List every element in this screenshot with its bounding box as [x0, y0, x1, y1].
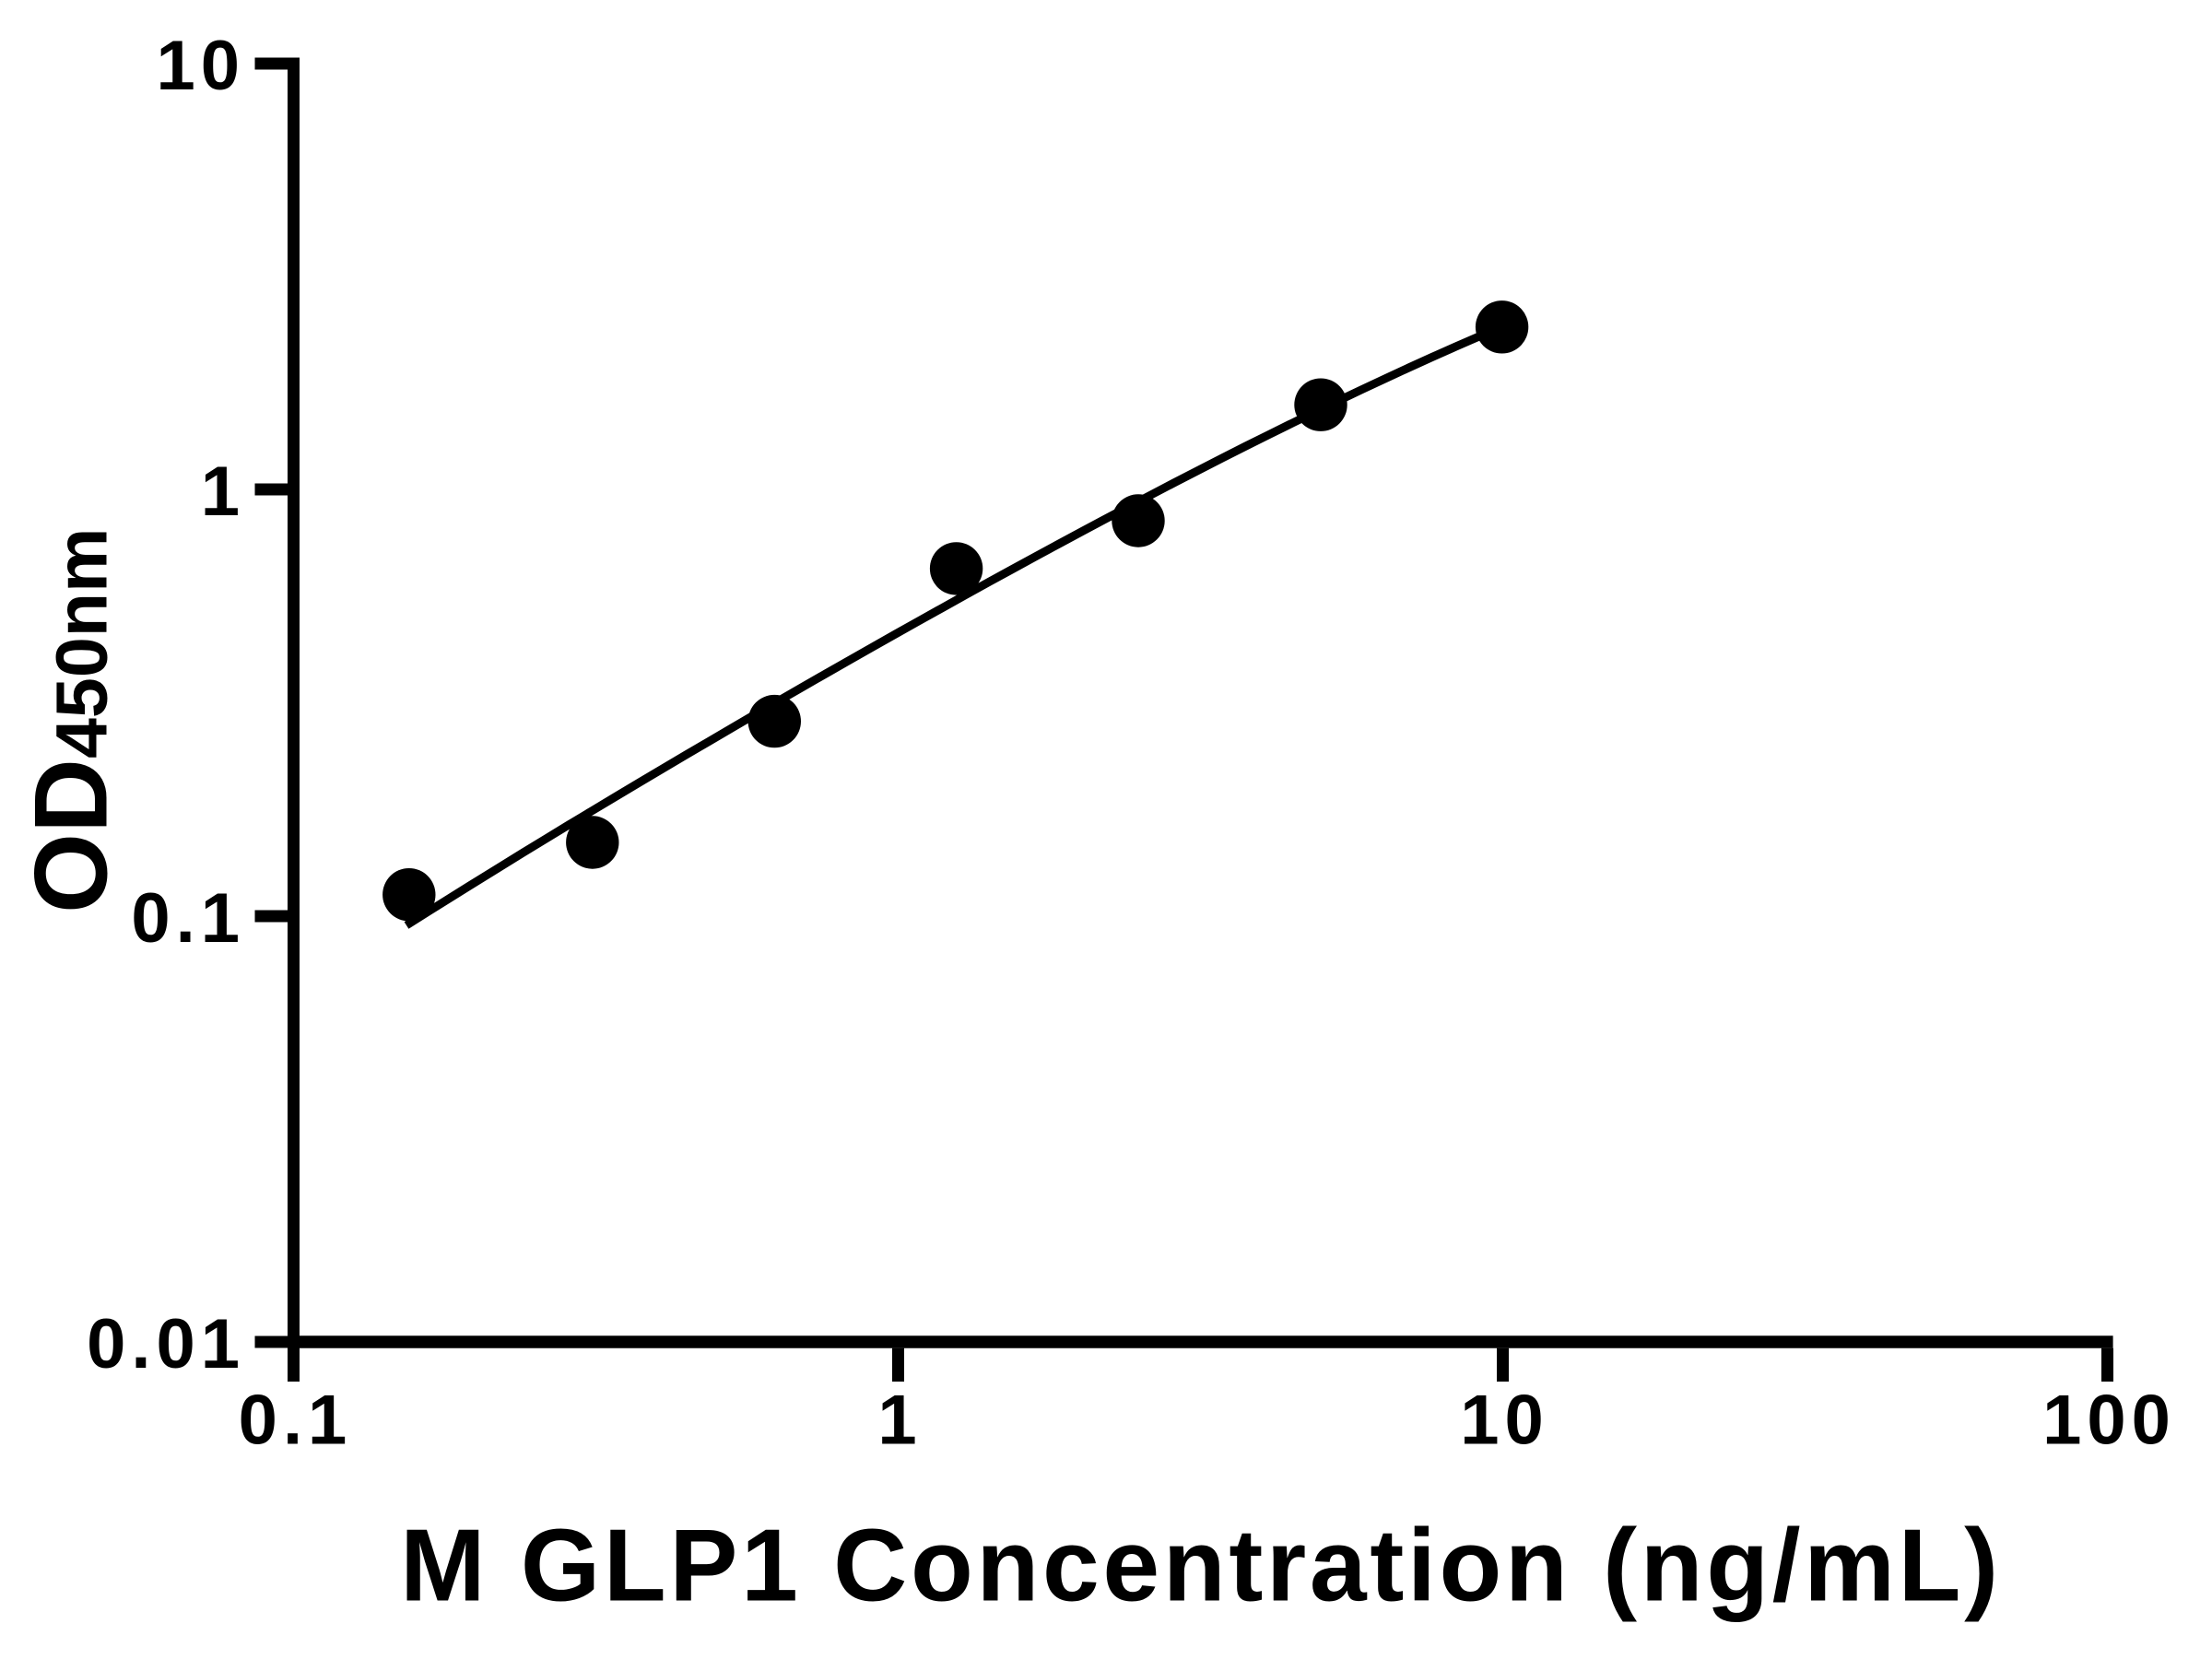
svg-text:OD450nm: OD450nm — [14, 528, 129, 913]
svg-text:100: 100 — [2042, 1382, 2176, 1460]
svg-text:10: 10 — [1460, 1382, 1549, 1460]
svg-text:M GLP1 Concentration (ng/mL): M GLP1 Concentration (ng/mL) — [400, 1509, 2002, 1623]
svg-text:0.1: 0.1 — [239, 1382, 353, 1460]
svg-text:0.1: 0.1 — [131, 879, 245, 958]
svg-text:1: 1 — [877, 1382, 922, 1460]
svg-text:1: 1 — [201, 453, 245, 531]
svg-text:0.01: 0.01 — [87, 1305, 245, 1383]
svg-text:10: 10 — [156, 27, 245, 105]
